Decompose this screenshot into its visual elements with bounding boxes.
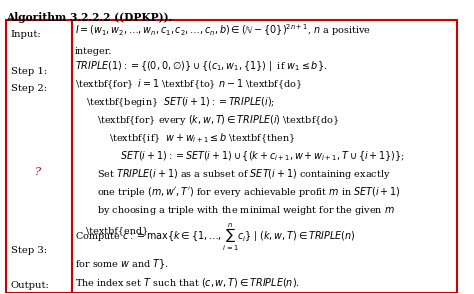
Text: \textbf{end}: \textbf{end} <box>86 226 148 235</box>
Text: Step 3:: Step 3: <box>10 246 46 255</box>
Text: by choosing a triple with the minimal weight for the given $m$: by choosing a triple with the minimal we… <box>98 204 395 217</box>
Text: Step 2:: Step 2: <box>10 84 46 93</box>
Text: ?: ? <box>35 167 41 177</box>
Text: Step 1:: Step 1: <box>10 67 47 76</box>
Text: $TRIPLE(1) := \{(0,0,\emptyset)\} \cup \{(c_1, w_1, \{1\})\mid$ if $w_1 \leq b\}: $TRIPLE(1) := \{(0,0,\emptyset)\} \cup \… <box>74 59 327 73</box>
Text: \textbf{begin} $\;SET(i+1) := TRIPLE(i)$;: \textbf{begin} $\;SET(i+1) := TRIPLE(i)$… <box>86 95 275 109</box>
Text: Algorithm 3.2.2.2 ((DPKP)).: Algorithm 3.2.2.2 ((DPKP)). <box>6 11 173 23</box>
Text: \textbf{for} every $(k, w, T) \in TRIPLE(i)$ \textbf{do}: \textbf{for} every $(k, w, T) \in TRIPLE… <box>98 113 340 127</box>
Text: Output:: Output: <box>10 281 49 290</box>
Text: Set $TRIPLE(i+1)$ as a subset of $SET(i+1)$ containing exactly: Set $TRIPLE(i+1)$ as a subset of $SET(i+… <box>98 167 391 181</box>
Text: $I = (w_1, w_2, \ldots, w_n, c_1, c_2, \ldots, c_n, b) \in (\mathbb{N} - \{0\})^: $I = (w_1, w_2, \ldots, w_n, c_1, c_2, \… <box>74 22 371 38</box>
Text: The index set $T$ such that $(c, w, T) \in TRIPLE(n)$.: The index set $T$ such that $(c, w, T) \… <box>74 276 300 289</box>
Text: \textbf{for} $\,i = 1$ \textbf{to} $n-1$ \textbf{do}: \textbf{for} $\,i = 1$ \textbf{to} $n-1$… <box>74 77 301 91</box>
Text: $SET(i+1) := SET(i+1)\cup\{(k+c_{i+1}, w+w_{i+1}, T\cup\{i+1\})\}$;: $SET(i+1) := SET(i+1)\cup\{(k+c_{i+1}, w… <box>120 149 405 163</box>
Text: Compute $c := \max\{k \in \{1, \ldots, \sum_{i=1}^{n} c_i\} \mid (k, w, T) \in T: Compute $c := \max\{k \in \{1, \ldots, \… <box>74 222 356 253</box>
Text: one triple $(m, w', T')$ for every achievable profit $m$ in $SET(i+1)$: one triple $(m, w', T')$ for every achie… <box>98 185 401 199</box>
Text: for some $w$ and $T\}$.: for some $w$ and $T\}$. <box>74 258 168 271</box>
Text: Input:: Input: <box>10 30 41 39</box>
Text: integer.: integer. <box>74 47 112 56</box>
Text: \textbf{if} $\;w + w_{i+1} \leq b$ \textbf{then}: \textbf{if} $\;w + w_{i+1} \leq b$ \text… <box>109 131 295 145</box>
